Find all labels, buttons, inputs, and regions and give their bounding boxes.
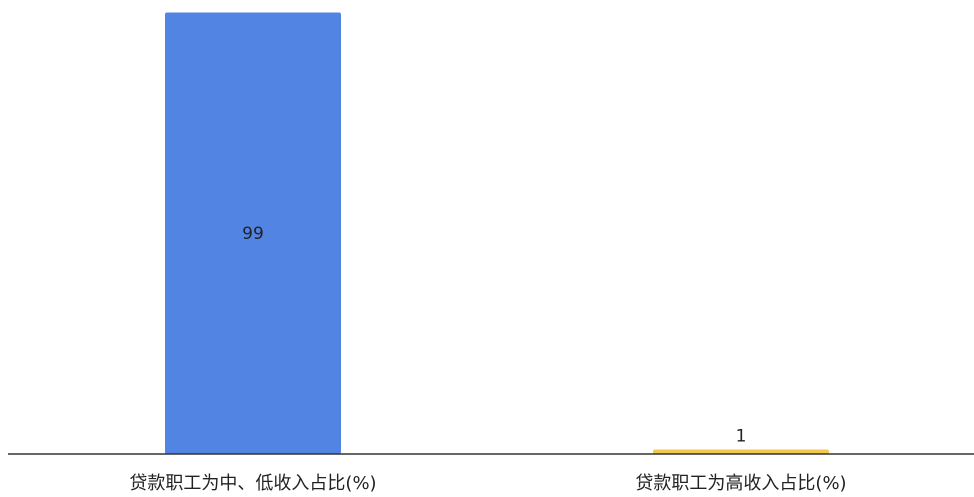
bar-1 bbox=[165, 12, 341, 455]
value-label-2: 1 bbox=[736, 427, 747, 447]
category-label-2: 贷款职工为高收入占比(%) bbox=[635, 473, 846, 494]
bars-layer bbox=[165, 12, 829, 455]
category-label-1: 贷款职工为中、低收入占比(%) bbox=[129, 473, 376, 494]
bar-2 bbox=[653, 449, 829, 454]
category-labels-layer: 贷款职工为中、低收入占比(%) 贷款职工为高收入占比(%) bbox=[129, 473, 846, 494]
value-label-1: 99 bbox=[242, 224, 264, 244]
value-labels-layer: 99 1 bbox=[242, 224, 746, 446]
